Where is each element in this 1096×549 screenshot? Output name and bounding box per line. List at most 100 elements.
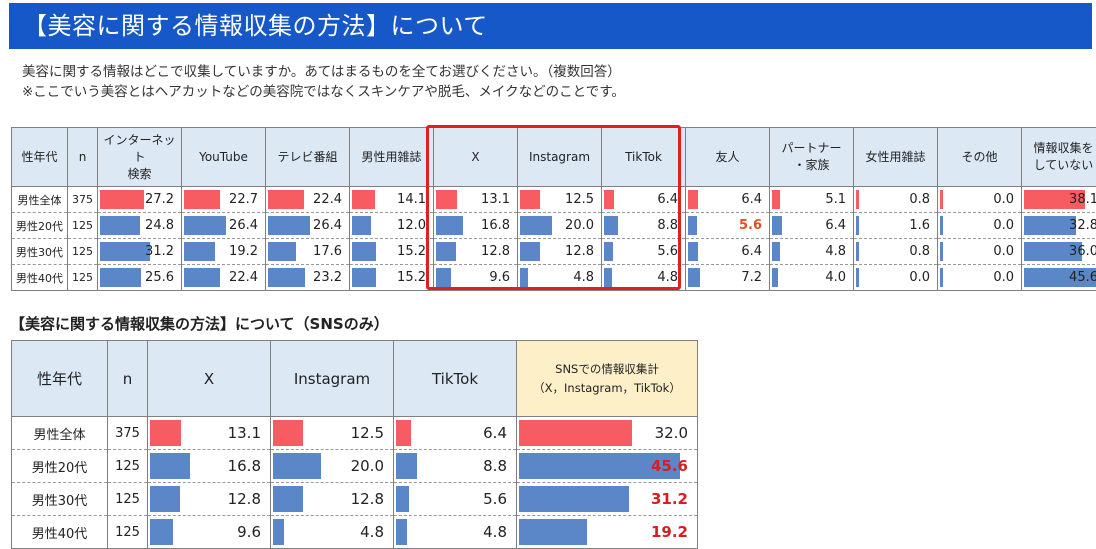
sample-size: 125: [68, 213, 98, 239]
value-bar: [520, 216, 552, 235]
data-cell: 12.5: [271, 417, 394, 450]
data-cell: 20.0: [518, 213, 602, 239]
page-banner-title: 【美容に関する情報収集の方法】について: [9, 3, 1092, 49]
value-label: 6.4: [825, 214, 846, 237]
value-bar: [273, 453, 321, 479]
t2-header-2: X: [148, 341, 271, 417]
t2-header-0: 性年代: [12, 341, 108, 417]
value-bar: [150, 486, 180, 512]
value-bar: [604, 242, 613, 261]
value-label: 0.0: [993, 214, 1014, 237]
t1-header-5: 男性用雑誌: [350, 128, 434, 187]
data-cell: 0.0: [938, 187, 1022, 213]
value-label: 12.8: [565, 240, 594, 263]
value-label: 12.8: [228, 484, 261, 514]
data-cell: 0.0: [854, 265, 938, 291]
data-cell: 22.7: [182, 187, 266, 213]
value-bar: [688, 190, 698, 209]
value-label: 7.2: [741, 266, 762, 289]
value-bar: [519, 486, 629, 512]
value-label: 22.7: [229, 188, 258, 211]
value-bar: [604, 268, 612, 287]
t1-header-10: パートナー・家族: [770, 128, 854, 187]
value-label: 6.4: [657, 188, 678, 211]
data-cell: 24.8: [98, 213, 182, 239]
value-bar: [396, 453, 417, 479]
value-label: 0.0: [909, 266, 930, 289]
value-bar: [940, 242, 943, 261]
value-label: 9.6: [237, 517, 261, 547]
t1-header-13: 情報収集をしていない: [1022, 128, 1096, 187]
data-cell: 9.6: [434, 265, 518, 291]
data-cell: 15.2: [350, 265, 434, 291]
data-cell: 4.8: [518, 265, 602, 291]
data-cell: 6.4: [602, 187, 686, 213]
value-bar: [520, 190, 540, 209]
value-label: 0.0: [993, 266, 1014, 289]
value-label: 5.6: [739, 214, 762, 237]
data-cell: 6.4: [686, 239, 770, 265]
value-label: 13.1: [228, 418, 261, 448]
value-bar: [519, 519, 587, 545]
data-cell: 5.6: [394, 483, 517, 516]
value-label: 22.4: [229, 266, 258, 289]
t2-header-3: Instagram: [271, 341, 394, 417]
value-bar: [520, 268, 528, 287]
value-label: 4.0: [825, 266, 846, 289]
value-bar: [100, 242, 150, 261]
value-bar: [100, 216, 140, 235]
value-bar: [436, 190, 457, 209]
t2-header-1: n: [108, 341, 148, 417]
value-label: 4.8: [483, 517, 507, 547]
data-cell: 32.8: [1022, 213, 1096, 239]
t1-header-0: 性年代: [12, 128, 68, 187]
data-cell: 12.8: [271, 483, 394, 516]
data-cell: 5.1: [770, 187, 854, 213]
data-cell: 19.2: [182, 239, 266, 265]
t1-header-2: インターネット検索: [98, 128, 182, 187]
value-bar: [268, 190, 304, 209]
value-label: 6.4: [741, 188, 762, 211]
value-label: 4.8: [825, 240, 846, 263]
sample-size: 125: [108, 450, 148, 483]
data-cell: 5.6: [602, 239, 686, 265]
value-label: 25.6: [145, 266, 174, 289]
data-cell: 0.0: [938, 265, 1022, 291]
value-bar: [940, 268, 943, 287]
data-cell: 27.2: [98, 187, 182, 213]
value-label: 5.6: [483, 484, 507, 514]
t2-header-5: SNSでの情報収集計（X，Instagram，TikTok）: [517, 341, 698, 417]
data-cell: 45.6: [517, 450, 698, 483]
value-bar: [352, 242, 376, 261]
value-bar: [940, 190, 943, 209]
value-label: 14.1: [397, 188, 426, 211]
value-label: 16.8: [228, 451, 261, 481]
value-label: 36.0: [1069, 240, 1096, 263]
data-cell: 31.2: [98, 239, 182, 265]
value-bar: [100, 190, 144, 209]
value-bar: [352, 190, 375, 209]
value-label: 31.2: [145, 240, 174, 263]
value-label: 12.8: [481, 240, 510, 263]
row-label: 男性全体: [12, 187, 68, 213]
value-label: 27.2: [145, 188, 174, 211]
value-label: 6.4: [741, 240, 762, 263]
data-cell: 22.4: [182, 265, 266, 291]
value-bar: [100, 268, 141, 287]
data-cell: 25.6: [98, 265, 182, 291]
data-cell: 26.4: [266, 213, 350, 239]
data-cell: 0.0: [938, 239, 1022, 265]
value-bar: [772, 216, 782, 235]
value-bar: [436, 216, 463, 235]
value-label: 0.0: [993, 240, 1014, 263]
data-cell: 45.6: [1022, 265, 1096, 291]
value-label: 15.2: [397, 240, 426, 263]
data-cell: 31.2: [517, 483, 698, 516]
value-bar: [396, 420, 411, 446]
value-label: 23.2: [313, 266, 342, 289]
t1-header-6: X: [434, 128, 518, 187]
value-bar: [150, 420, 181, 446]
data-cell: 12.5: [518, 187, 602, 213]
value-bar: [940, 216, 943, 235]
